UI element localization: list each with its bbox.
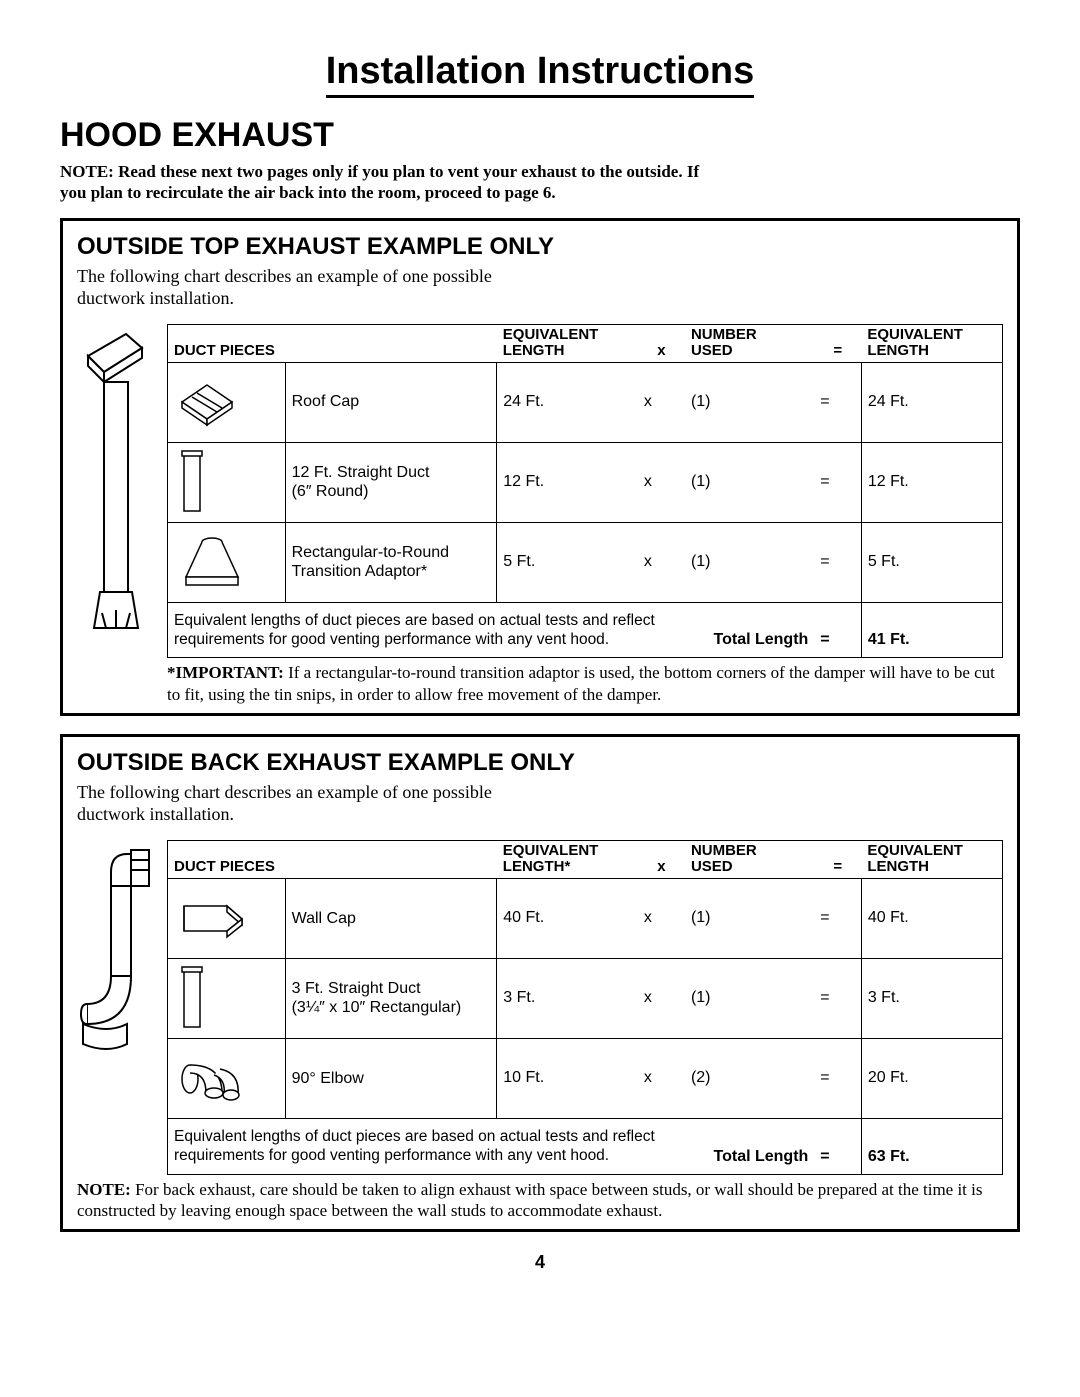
equiv-length: 5 Ft. bbox=[497, 522, 638, 602]
back-total-note: Equivalent lengths of duct pieces are ba… bbox=[174, 1127, 679, 1166]
back-exhaust-table: DUCT PIECES EQUIVALENT LENGTH* x NUMBER … bbox=[167, 840, 1003, 1175]
equals-symbol: = bbox=[814, 958, 861, 1038]
section-title: HOOD EXHAUST bbox=[60, 116, 1020, 155]
top-total-eq: = bbox=[814, 602, 861, 658]
table-row: 3 Ft. Straight Duct (3¼″ x 10″ Rectangul… bbox=[168, 958, 1003, 1038]
table-row: Wall Cap40 Ft.x(1)=40 Ft. bbox=[168, 878, 1003, 958]
number-used: (1) bbox=[685, 958, 814, 1038]
col-reslen-b: EQUIVALENT LENGTH bbox=[861, 840, 1002, 878]
equals-symbol: = bbox=[814, 522, 861, 602]
result-length: 24 Ft. bbox=[861, 362, 1002, 442]
result-length: 40 Ft. bbox=[861, 878, 1002, 958]
header-note: NOTE: Read these next two pages only if … bbox=[60, 161, 700, 204]
back-total-label: Total Length bbox=[691, 1148, 808, 1166]
equals-symbol: = bbox=[814, 442, 861, 522]
back-footnote: For back exhaust, care should be taken t… bbox=[77, 1180, 983, 1220]
top-total-label: Total Length bbox=[691, 631, 808, 649]
equals-symbol: = bbox=[814, 362, 861, 442]
multiply-symbol: x bbox=[638, 362, 685, 442]
duct-piece-icon bbox=[168, 522, 286, 602]
duct-piece-name: 3 Ft. Straight Duct (3¼″ x 10″ Rectangul… bbox=[285, 958, 497, 1038]
duct-piece-icon bbox=[168, 878, 286, 958]
page-title: Installation Instructions bbox=[326, 50, 755, 98]
top-exhaust-box: OUTSIDE TOP EXHAUST EXAMPLE ONLY The fol… bbox=[60, 218, 1020, 716]
multiply-symbol: x bbox=[638, 878, 685, 958]
col-eqlen-b: EQUIVALENT LENGTH* bbox=[497, 840, 638, 878]
equiv-length: 10 Ft. bbox=[497, 1038, 638, 1118]
duct-piece-icon bbox=[168, 362, 286, 442]
top-duct-diagram bbox=[77, 324, 157, 705]
number-used: (1) bbox=[685, 442, 814, 522]
result-length: 12 Ft. bbox=[861, 442, 1002, 522]
back-total-eq: = bbox=[814, 1118, 861, 1174]
top-exhaust-table: DUCT PIECES EQUIVALENT LENGTH x NUMBER U… bbox=[167, 324, 1003, 659]
col-eq-b: = bbox=[814, 840, 861, 878]
duct-piece-icon bbox=[168, 1038, 286, 1118]
back-exhaust-intro: The following chart describes an example… bbox=[77, 781, 537, 826]
duct-piece-name: Wall Cap bbox=[285, 878, 497, 958]
duct-piece-icon bbox=[168, 442, 286, 522]
back-exhaust-title: OUTSIDE BACK EXHAUST EXAMPLE ONLY bbox=[77, 749, 1003, 777]
top-footnote-label: *IMPORTANT: bbox=[167, 663, 284, 682]
duct-piece-name: Roof Cap bbox=[285, 362, 497, 442]
back-duct-diagram bbox=[77, 840, 157, 1175]
top-total-val: 41 Ft. bbox=[861, 602, 1002, 658]
top-exhaust-intro: The following chart describes an example… bbox=[77, 265, 537, 310]
table-row: 12 Ft. Straight Duct (6″ Round)12 Ft.x(1… bbox=[168, 442, 1003, 522]
back-total-val: 63 Ft. bbox=[861, 1118, 1002, 1174]
number-used: (1) bbox=[685, 878, 814, 958]
duct-piece-name: 12 Ft. Straight Duct (6″ Round) bbox=[285, 442, 497, 522]
table-row: 90° Elbow10 Ft.x(2)=20 Ft. bbox=[168, 1038, 1003, 1118]
col-duct: DUCT PIECES bbox=[168, 324, 497, 362]
multiply-symbol: x bbox=[638, 958, 685, 1038]
multiply-symbol: x bbox=[638, 442, 685, 522]
col-reslen: EQUIVALENT LENGTH bbox=[861, 324, 1002, 362]
top-total-note: Equivalent lengths of duct pieces are ba… bbox=[174, 611, 679, 650]
result-length: 3 Ft. bbox=[861, 958, 1002, 1038]
col-x-b: x bbox=[638, 840, 685, 878]
equiv-length: 40 Ft. bbox=[497, 878, 638, 958]
duct-piece-name: 90° Elbow bbox=[285, 1038, 497, 1118]
equals-symbol: = bbox=[814, 878, 861, 958]
duct-piece-name: Rectangular-to-Round Transition Adaptor* bbox=[285, 522, 497, 602]
multiply-symbol: x bbox=[638, 522, 685, 602]
col-num-b: NUMBER USED bbox=[685, 840, 814, 878]
equiv-length: 3 Ft. bbox=[497, 958, 638, 1038]
col-eqlen: EQUIVALENT LENGTH bbox=[497, 324, 638, 362]
back-exhaust-box: OUTSIDE BACK EXHAUST EXAMPLE ONLY The fo… bbox=[60, 734, 1020, 1232]
number-used: (1) bbox=[685, 522, 814, 602]
page-number: 4 bbox=[60, 1252, 1020, 1273]
table-row: Rectangular-to-Round Transition Adaptor*… bbox=[168, 522, 1003, 602]
result-length: 5 Ft. bbox=[861, 522, 1002, 602]
multiply-symbol: x bbox=[638, 1038, 685, 1118]
back-footnote-label: NOTE: bbox=[77, 1180, 131, 1199]
equiv-length: 12 Ft. bbox=[497, 442, 638, 522]
number-used: (2) bbox=[685, 1038, 814, 1118]
number-used: (1) bbox=[685, 362, 814, 442]
duct-piece-icon bbox=[168, 958, 286, 1038]
top-footnote: If a rectangular-to-round transition ada… bbox=[167, 663, 995, 703]
col-duct-b: DUCT PIECES bbox=[168, 840, 497, 878]
top-exhaust-title: OUTSIDE TOP EXHAUST EXAMPLE ONLY bbox=[77, 233, 1003, 261]
table-row: Roof Cap24 Ft.x(1)=24 Ft. bbox=[168, 362, 1003, 442]
result-length: 20 Ft. bbox=[861, 1038, 1002, 1118]
col-eq: = bbox=[814, 324, 861, 362]
col-num: NUMBER USED bbox=[685, 324, 814, 362]
col-x: x bbox=[638, 324, 685, 362]
equiv-length: 24 Ft. bbox=[497, 362, 638, 442]
equals-symbol: = bbox=[814, 1038, 861, 1118]
